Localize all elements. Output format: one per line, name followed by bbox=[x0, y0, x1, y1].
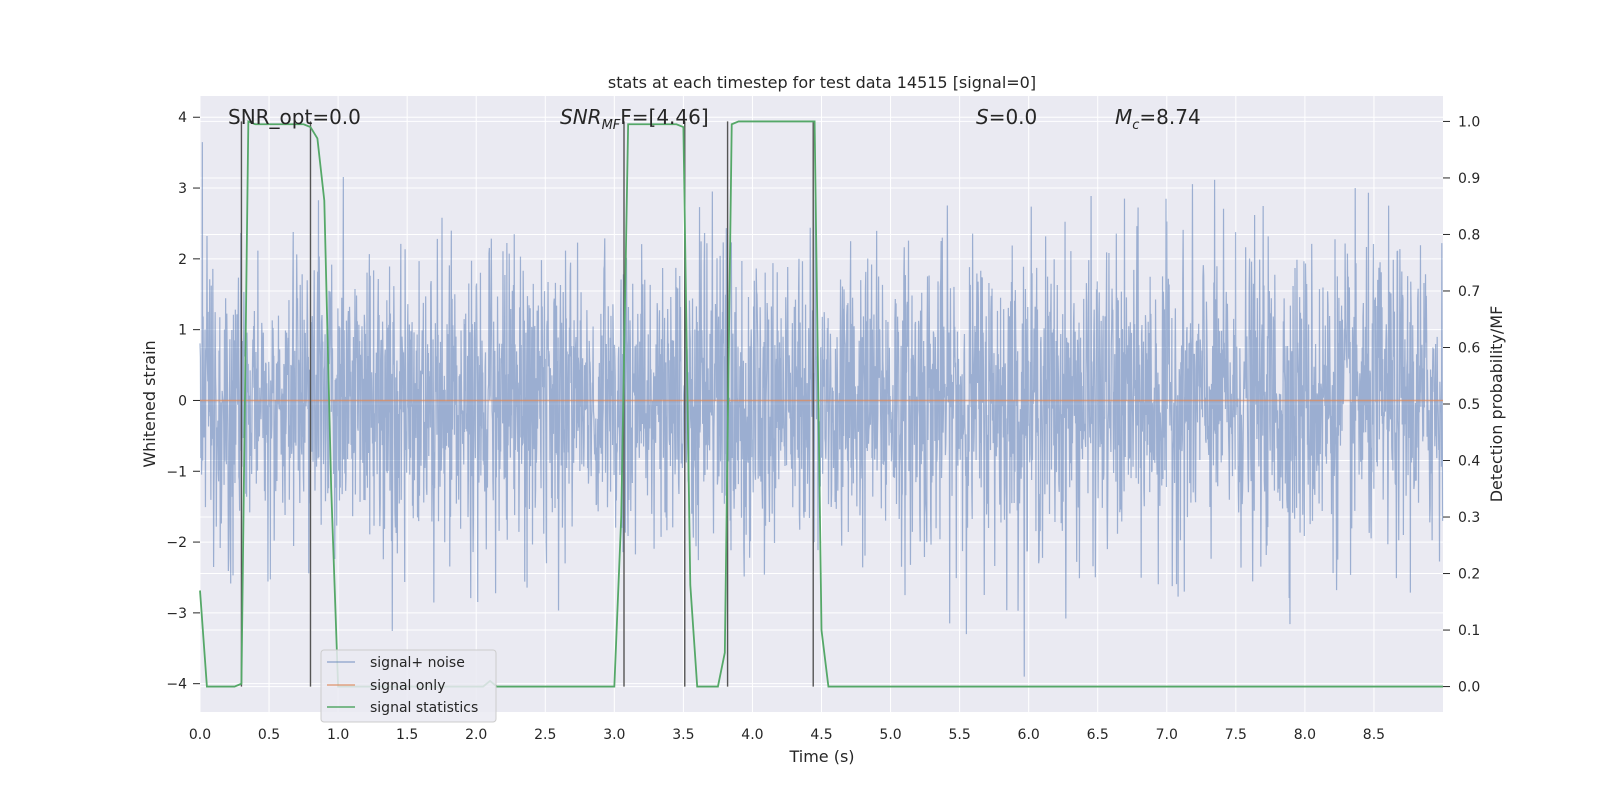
x-tick-4: 2.0 bbox=[465, 727, 487, 743]
x-tick-labels: 0.0 0.5 1.0 1.5 2.0 2.5 3.0 3.5 4.0 4.5 5.0 5.5 6.0 6… bbox=[189, 727, 1385, 743]
y-tick-7: 3 bbox=[178, 181, 187, 197]
y2-tick-7: 0.7 bbox=[1458, 284, 1480, 300]
annotation-snr-mf: SNRMFF=[4.46] bbox=[560, 105, 709, 133]
snr-mf-subscript: MF bbox=[602, 118, 621, 133]
y2-tick-10: 1.0 bbox=[1458, 114, 1480, 130]
y2-tick-3: 0.3 bbox=[1458, 510, 1480, 526]
x-tick-0: 0.0 bbox=[189, 727, 211, 743]
x-tick-16: 8.0 bbox=[1294, 727, 1316, 743]
y2-tick-4: 0.4 bbox=[1458, 454, 1480, 470]
y-tick-0: −4 bbox=[166, 677, 187, 693]
annotation-s: S=0.0 bbox=[976, 105, 1037, 129]
annotation-mc: Mc=8.74 bbox=[1115, 105, 1201, 133]
y-tick-4: 0 bbox=[178, 393, 187, 409]
y2-tick-5: 0.5 bbox=[1458, 397, 1480, 413]
y-tick-6: 2 bbox=[178, 252, 187, 268]
legend-label-signal-statistics: signal statistics bbox=[370, 700, 478, 716]
y-tick-5: 1 bbox=[178, 323, 187, 339]
snr-mf-value: F=[4.46] bbox=[620, 105, 708, 129]
y-tick-1: −3 bbox=[166, 606, 187, 622]
x-tick-9: 4.5 bbox=[810, 727, 832, 743]
legend-box bbox=[320, 649, 497, 723]
chart-title: stats at each timestep for test data 145… bbox=[608, 73, 1036, 92]
x-tick-3: 1.5 bbox=[396, 727, 418, 743]
series-signal-noise bbox=[199, 142, 1444, 677]
x-tick-17: 8.5 bbox=[1363, 727, 1385, 743]
x-tick-6: 3.0 bbox=[603, 727, 625, 743]
y2-tick-0: 0.0 bbox=[1458, 680, 1480, 696]
legend-label-signal-only: signal only bbox=[370, 678, 445, 694]
y-tick-2: −2 bbox=[166, 535, 187, 551]
x-tick-11: 5.5 bbox=[948, 727, 970, 743]
noise-line bbox=[199, 142, 1444, 677]
x-tick-12: 6.0 bbox=[1018, 727, 1040, 743]
s-symbol: S bbox=[976, 105, 989, 129]
legend: signal+ noise signal only signal statist… bbox=[320, 649, 497, 723]
x-tick-15: 7.5 bbox=[1225, 727, 1247, 743]
x-tick-8: 4.0 bbox=[741, 727, 763, 743]
y2-tick-8: 0.8 bbox=[1458, 227, 1480, 243]
y-tick-3: −1 bbox=[166, 464, 187, 480]
x-axis-label: Time (s) bbox=[788, 747, 854, 766]
x-tick-14: 7.0 bbox=[1156, 727, 1178, 743]
y-tick-8: 4 bbox=[178, 110, 187, 126]
annotation-snr-opt: SNR_opt=0.0 bbox=[228, 105, 361, 129]
snr-mf-symbol: SNR bbox=[560, 105, 602, 129]
y2-tick-labels: 0.0 0.1 0.2 0.3 0.4 0.5 0.6 0.7 0.8 0.9 1.0 bbox=[1443, 114, 1480, 696]
y2-axis-label: Detection probability/MF bbox=[1487, 306, 1506, 503]
y2-tick-6: 0.6 bbox=[1458, 340, 1480, 356]
y2-tick-1: 0.1 bbox=[1458, 623, 1480, 639]
x-tick-13: 6.5 bbox=[1087, 727, 1109, 743]
x-tick-7: 3.5 bbox=[672, 727, 694, 743]
y-tick-labels: −4 −3 −2 −1 0 1 2 3 4 bbox=[166, 110, 200, 693]
y-axis-label: Whitened strain bbox=[140, 340, 159, 467]
mc-symbol: M bbox=[1115, 105, 1132, 129]
x-tick-1: 0.5 bbox=[258, 727, 280, 743]
x-tick-10: 5.0 bbox=[879, 727, 901, 743]
mc-subscript: c bbox=[1132, 118, 1139, 133]
legend-label-signal-noise: signal+ noise bbox=[370, 655, 465, 671]
y2-tick-2: 0.2 bbox=[1458, 567, 1480, 583]
s-value: =0.0 bbox=[989, 105, 1038, 129]
y2-tick-9: 0.9 bbox=[1458, 171, 1480, 187]
x-tick-5: 2.5 bbox=[534, 727, 556, 743]
x-tick-2: 1.0 bbox=[327, 727, 349, 743]
mc-value: =8.74 bbox=[1139, 105, 1200, 129]
